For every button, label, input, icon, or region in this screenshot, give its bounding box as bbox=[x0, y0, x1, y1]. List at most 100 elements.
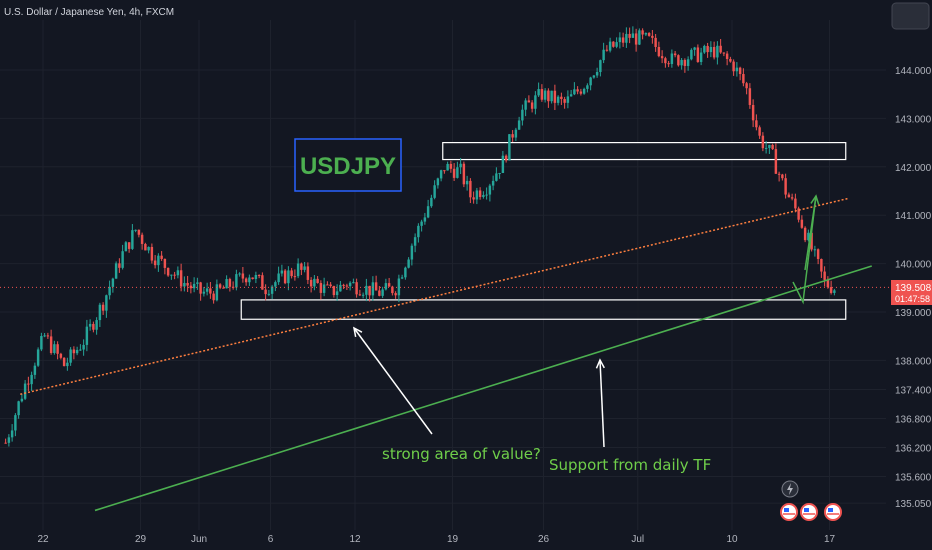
arrow-to-support-zone-head bbox=[352, 326, 363, 337]
candle-body bbox=[833, 290, 836, 293]
lightning-icon[interactable] bbox=[781, 480, 799, 498]
candle-body bbox=[488, 185, 492, 195]
candle-body bbox=[319, 283, 323, 293]
candle-body bbox=[579, 91, 583, 94]
candle-body bbox=[807, 232, 810, 241]
time-axis[interactable]: 22 29 Jun 6 12 19 26 Jul 10 17 bbox=[37, 534, 835, 545]
candle-body bbox=[540, 89, 544, 100]
candle-body bbox=[53, 344, 56, 354]
us-flag-icon[interactable] bbox=[824, 503, 842, 521]
candle-body bbox=[384, 283, 388, 290]
candle-body bbox=[49, 336, 53, 354]
candle-body bbox=[69, 349, 72, 363]
us-flag-icon[interactable] bbox=[800, 503, 818, 521]
candle-body bbox=[664, 58, 667, 64]
candle-body bbox=[683, 59, 687, 66]
candle-body bbox=[569, 94, 573, 97]
candle-body bbox=[394, 293, 397, 296]
candle-body bbox=[163, 258, 167, 268]
candle-body bbox=[306, 266, 310, 280]
y-tick-label: 138.000 bbox=[895, 356, 932, 367]
candle-body bbox=[283, 270, 287, 284]
zones bbox=[240, 142, 847, 320]
candle-body bbox=[790, 197, 794, 199]
candle-body bbox=[387, 283, 391, 287]
candle-body bbox=[586, 85, 589, 89]
candle-body bbox=[14, 415, 17, 431]
candle-body bbox=[397, 278, 401, 296]
candle-body bbox=[75, 349, 79, 354]
candle-body bbox=[764, 147, 768, 149]
candle-body bbox=[170, 274, 173, 276]
candle-body bbox=[732, 61, 735, 72]
candle-body bbox=[153, 260, 157, 266]
y-tick-label: 136.800 bbox=[895, 414, 932, 425]
x-tick-label: 12 bbox=[349, 534, 361, 545]
green-support-line[interactable] bbox=[94, 265, 872, 512]
candle-body bbox=[218, 284, 222, 288]
candle-body bbox=[56, 344, 59, 354]
candle-body bbox=[618, 37, 622, 43]
candle-body bbox=[88, 323, 92, 327]
title-box bbox=[294, 138, 402, 192]
candle-body bbox=[582, 88, 586, 94]
candle-body bbox=[781, 174, 784, 179]
candle-body bbox=[608, 41, 612, 51]
candle-body bbox=[553, 90, 557, 103]
candle-body bbox=[709, 46, 713, 53]
candle-body bbox=[391, 286, 394, 294]
candle-body bbox=[446, 163, 449, 171]
candle-body bbox=[491, 180, 495, 186]
candle-body bbox=[43, 335, 46, 337]
candle-body bbox=[735, 67, 739, 72]
candle-body bbox=[800, 219, 804, 228]
chart-title: USDJPY bbox=[300, 153, 396, 180]
candle-body bbox=[742, 74, 745, 84]
candle-body bbox=[196, 282, 199, 284]
candle-body bbox=[348, 282, 352, 287]
candle-body bbox=[290, 270, 293, 277]
candle-body bbox=[212, 293, 215, 301]
candle-body bbox=[254, 274, 258, 280]
candle-body bbox=[92, 323, 95, 330]
candle-body bbox=[771, 144, 774, 150]
candle-body bbox=[293, 276, 297, 278]
candle-body bbox=[504, 155, 508, 161]
candle-body bbox=[127, 242, 131, 249]
candle-body bbox=[296, 263, 300, 277]
x-tick-label: 22 bbox=[37, 534, 49, 545]
y-tick-label: 139.000 bbox=[895, 308, 932, 319]
price-axis[interactable]: 144.000 143.000 142.000 141.000 140.000 139.0… bbox=[895, 66, 932, 510]
us-flag-icon[interactable] bbox=[780, 503, 798, 521]
candle-body bbox=[404, 267, 407, 278]
candle-body bbox=[176, 270, 180, 276]
candle-body bbox=[634, 33, 638, 45]
daily-support-label: Support from daily TF bbox=[549, 456, 711, 474]
candle-body bbox=[758, 127, 761, 136]
y-tick-label: 142.000 bbox=[895, 163, 932, 174]
candle-body bbox=[521, 109, 524, 121]
candle-body bbox=[30, 374, 33, 385]
candle-body bbox=[508, 134, 511, 161]
candle-body bbox=[215, 284, 219, 301]
candle-body bbox=[410, 245, 414, 260]
candle-body bbox=[98, 304, 102, 321]
candle-body bbox=[179, 270, 183, 287]
candle-body bbox=[352, 282, 355, 284]
candle-body bbox=[400, 277, 404, 279]
candle-body bbox=[108, 286, 111, 296]
candle-body bbox=[261, 275, 264, 290]
candle-body bbox=[131, 230, 134, 249]
candle-body bbox=[706, 45, 709, 53]
candle-body bbox=[342, 284, 345, 286]
orange-dotted-line[interactable] bbox=[20, 197, 850, 396]
y-tick-label: 141.000 bbox=[895, 211, 932, 222]
candle-body bbox=[62, 357, 66, 367]
y-tick-label: 135.600 bbox=[895, 473, 932, 484]
x-tick-label: 19 bbox=[447, 534, 459, 545]
candle-body bbox=[439, 170, 443, 179]
candle-body bbox=[332, 286, 336, 296]
candle-body bbox=[469, 180, 472, 198]
top-right-button[interactable] bbox=[891, 2, 930, 30]
